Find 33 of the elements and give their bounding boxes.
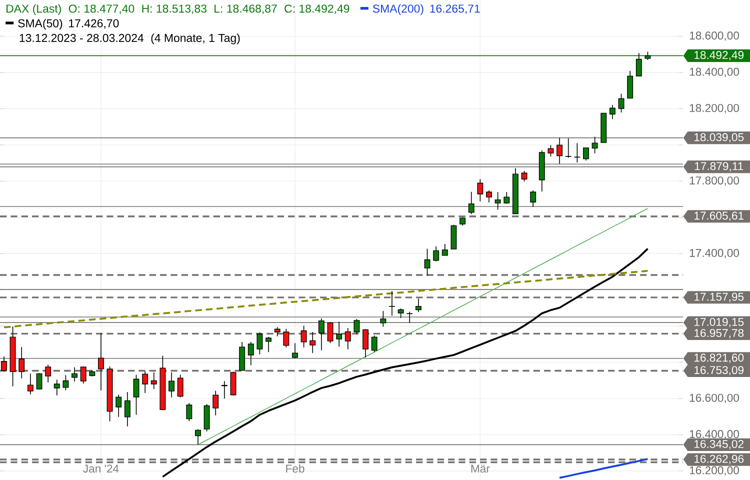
annotation: L: 18.468,87: [214, 4, 277, 14]
annotation: 16.265,71: [430, 4, 480, 14]
chart-title: DAX (Last): [6, 4, 61, 15]
ref-line-label: 18.492,49: [694, 51, 744, 60]
annotation: (4 Monate, 1 Tag): [151, 34, 240, 44]
y-tick-label: 17.400,00: [690, 248, 740, 258]
annotation: 17.426,70: [69, 19, 119, 29]
y-tick-label: 16.400,00: [690, 430, 740, 440]
x-tick-label: Mär: [471, 464, 490, 473]
ref-line-label: 17.879,11: [694, 162, 744, 172]
ref-line-label: 16.821,60: [694, 354, 744, 364]
annotation: 13.12.2023 - 28.03.2024: [20, 34, 144, 42]
annotation: H: 18.513,83: [142, 4, 206, 14]
ref-line-label: 16.753,09: [694, 366, 744, 376]
x-tick-label: Jan '24: [83, 464, 119, 473]
y-tick-label: 18.200,00: [690, 104, 740, 114]
ref-line-label: 16.262,96: [694, 454, 744, 464]
x-tick-label: Feb: [286, 464, 304, 473]
ref-line-label: 17.019,15: [694, 318, 744, 328]
y-tick-label: 16.200,00: [690, 466, 740, 476]
ref-line-label: 17.157,95: [694, 292, 744, 302]
y-tick-label: 18.400,00: [690, 68, 740, 78]
ref-line-label: 16.957,78: [694, 329, 744, 338]
y-tick-label: 16.600,00: [690, 394, 740, 404]
annotation: C: 18.492,49: [284, 4, 350, 14]
legend-label: SMA(50): [18, 18, 62, 30]
ref-line-label: 18.039,05: [694, 133, 744, 143]
ref-line-label: 16.345,02: [694, 440, 744, 450]
annotation: O: 18.477,40: [68, 4, 134, 14]
ref-line-label: 17.605,61: [694, 212, 744, 222]
legend-label: SMA(200): [372, 4, 424, 15]
y-tick-label: 18.600,00: [690, 32, 740, 41]
y-tick-label: 17.800,00: [690, 176, 740, 186]
